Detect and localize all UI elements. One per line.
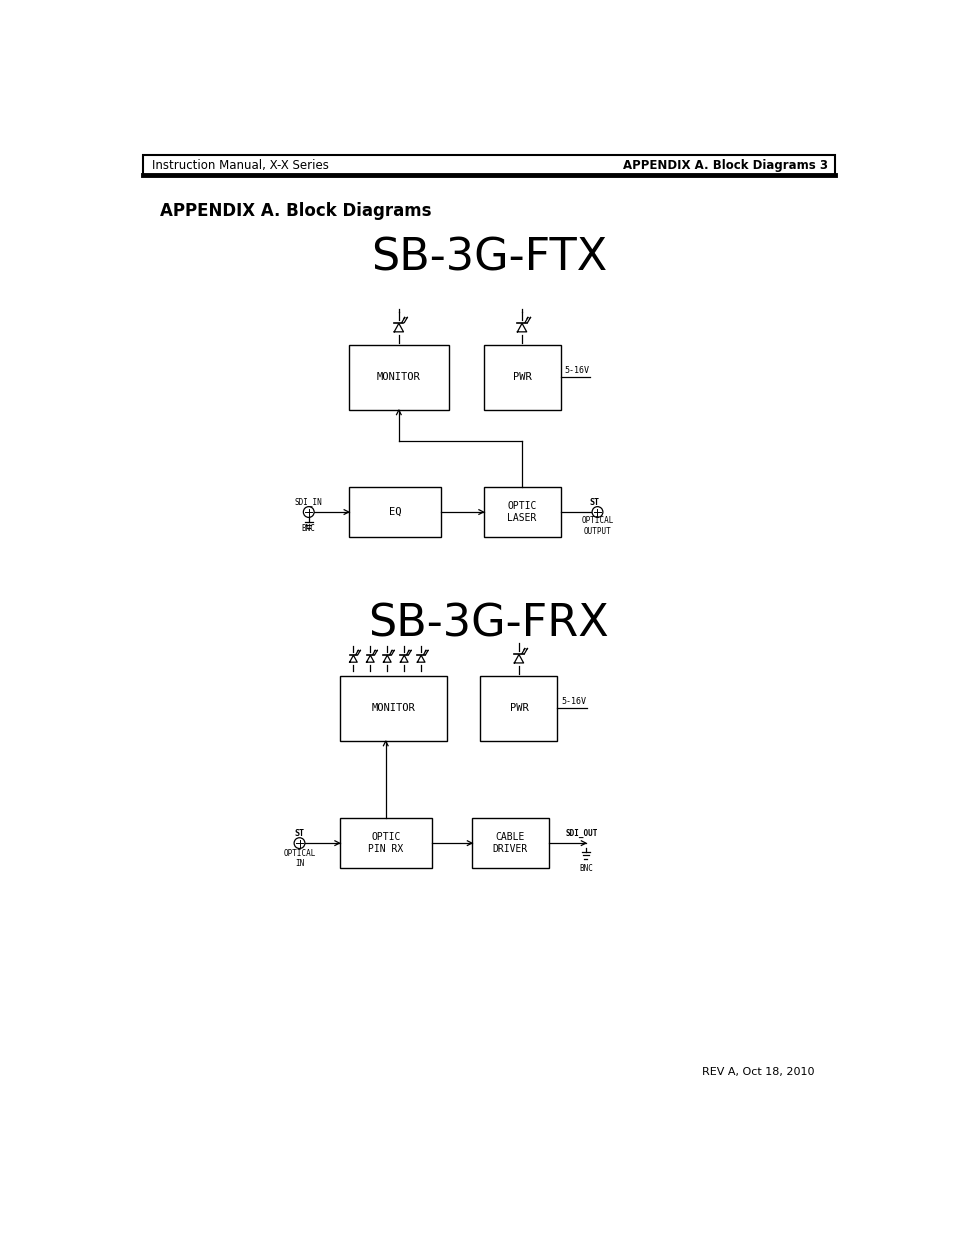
Text: BNC: BNC [578, 864, 592, 873]
Text: APPENDIX A. Block Diagrams 3: APPENDIX A. Block Diagrams 3 [623, 158, 827, 172]
Text: Instruction Manual, X-X Series: Instruction Manual, X-X Series [152, 158, 329, 172]
Text: OPTICAL
IN: OPTICAL IN [283, 848, 315, 868]
Text: SDI_OUT: SDI_OUT [565, 829, 598, 837]
Text: 5-16V: 5-16V [564, 366, 589, 375]
Text: OPTIC
LASER: OPTIC LASER [507, 501, 537, 522]
Bar [339, 818, 432, 868]
Circle shape [303, 506, 314, 517]
Text: OPTICAL
OUTPUT: OPTICAL OUTPUT [580, 516, 613, 536]
Text: 5-16V: 5-16V [560, 697, 586, 706]
Text: SDI_IN: SDI_IN [294, 498, 322, 506]
Text: PWR: PWR [512, 372, 531, 383]
Text: MONITOR: MONITOR [376, 372, 420, 383]
Bar [349, 345, 449, 410]
Text: PWR: PWR [509, 704, 528, 714]
Bar [483, 345, 560, 410]
Circle shape [294, 837, 305, 848]
Text: SB-3G-FRX: SB-3G-FRX [368, 603, 609, 646]
Text: SB-3G-FTX: SB-3G-FTX [371, 237, 606, 280]
Circle shape [592, 506, 602, 517]
Bar [349, 487, 440, 537]
Text: APPENDIX A. Block Diagrams: APPENDIX A. Block Diagrams [160, 203, 431, 220]
Text: MONITOR: MONITOR [371, 704, 415, 714]
Text: OPTIC
PIN RX: OPTIC PIN RX [368, 832, 403, 853]
Text: REV A, Oct 18, 2010: REV A, Oct 18, 2010 [701, 1067, 814, 1077]
Bar [480, 676, 557, 741]
Bar [143, 156, 834, 175]
Text: EQ: EQ [388, 508, 401, 517]
Bar [483, 487, 560, 537]
Text: ST: ST [294, 829, 304, 837]
Text: ST: ST [589, 498, 598, 506]
Bar [339, 676, 447, 741]
Text: CABLE
DRIVER: CABLE DRIVER [493, 832, 528, 853]
Bar [472, 818, 548, 868]
Text: BNC: BNC [301, 524, 315, 532]
